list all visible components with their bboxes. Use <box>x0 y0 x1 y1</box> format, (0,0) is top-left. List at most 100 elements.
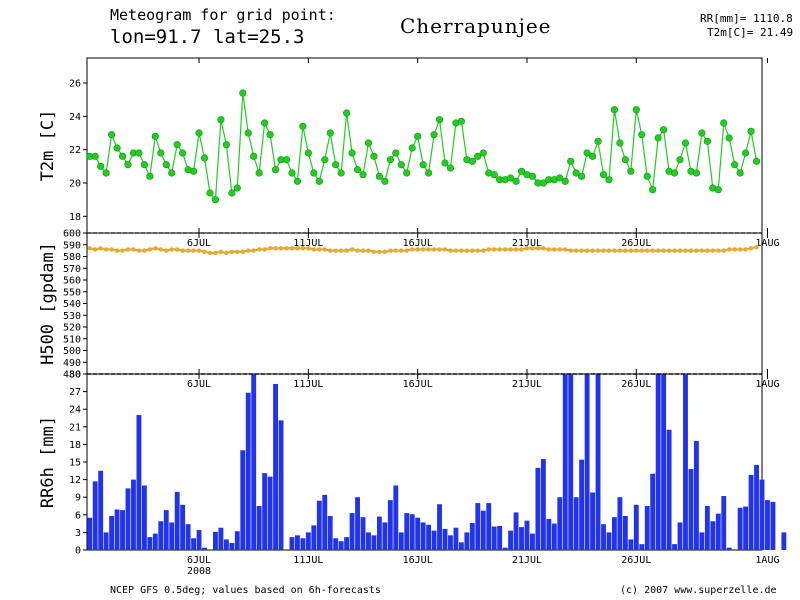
t2m-point <box>720 119 728 127</box>
rr6h-bar <box>169 522 175 550</box>
t2m-point <box>211 196 220 204</box>
x-tick-label: 1AUG <box>755 238 779 249</box>
rr6h-bar <box>196 530 202 550</box>
h500-point <box>442 247 448 252</box>
h500-point <box>645 248 650 253</box>
rr6h-bar <box>458 542 464 550</box>
rr6h-bar <box>683 374 688 550</box>
rr6h-bar <box>344 537 350 550</box>
x-tick-label: 16JUL <box>403 555 433 566</box>
h500-point <box>437 247 442 252</box>
t2m-point <box>692 169 701 177</box>
y-axis-label: RR6h [mm] <box>38 416 58 508</box>
t2m-point <box>179 149 187 157</box>
rr6h-bar <box>633 504 639 550</box>
h500-point <box>535 246 541 251</box>
h500-point <box>147 247 153 252</box>
rr6h-bar <box>584 374 590 550</box>
h500-point <box>688 248 694 253</box>
h500-point <box>486 247 491 252</box>
x-tick-label: 21JUL <box>512 238 542 249</box>
h500-point <box>595 248 601 253</box>
h500-point <box>131 247 136 252</box>
t2m-point <box>747 127 755 135</box>
rr6h-bar <box>448 535 453 550</box>
h500-point <box>705 248 710 253</box>
rr6h-bar <box>644 506 650 550</box>
y-tick-label: 520 <box>63 323 81 334</box>
h500-point <box>273 246 278 251</box>
h500-point <box>672 248 677 253</box>
h500-point <box>333 248 338 253</box>
y-tick-label: 21 <box>69 422 81 433</box>
t2m-point <box>97 162 105 170</box>
t2m-point <box>157 149 165 157</box>
y-tick-label: 18 <box>69 212 81 223</box>
h500-point <box>748 246 754 251</box>
rr6h-bar <box>180 504 186 550</box>
x-tick-label: 21JUL <box>512 379 542 390</box>
rr6h-bar <box>223 539 229 550</box>
h500-point <box>240 249 245 254</box>
h500-point <box>256 247 262 252</box>
t2m-point <box>599 171 608 179</box>
t2m-point <box>140 161 148 169</box>
h500-point <box>541 246 546 251</box>
rr6h-bar <box>508 530 514 550</box>
h500-point <box>142 248 147 253</box>
h500-point <box>743 247 748 252</box>
t2m-point <box>676 156 684 164</box>
h500-point <box>404 248 409 253</box>
h500-point <box>491 247 497 252</box>
rr6h-bar <box>464 532 470 550</box>
rr6h-bar <box>699 532 705 550</box>
rr6h-bar <box>109 515 115 550</box>
rr6h-bar <box>360 517 366 550</box>
t2m-point <box>162 161 170 169</box>
t2m-point <box>315 177 323 185</box>
rr6h-bar <box>409 514 415 550</box>
panel-frame-1 <box>86 57 763 234</box>
h500-point <box>502 247 508 252</box>
h500-point <box>377 249 382 254</box>
rr6h-bar <box>743 506 749 550</box>
rr6h-bar <box>540 459 546 550</box>
h500-point <box>399 248 404 253</box>
rr6h-bar <box>355 497 360 550</box>
t2m-point <box>752 157 761 165</box>
t2m-point <box>206 189 214 197</box>
y-tick-label: 24 <box>69 405 81 416</box>
t2m-point <box>113 144 121 152</box>
h500-point <box>410 247 415 252</box>
t2m-point <box>195 129 203 137</box>
t2m-point <box>304 149 312 157</box>
rr6h-bar <box>294 535 300 550</box>
h500-point <box>634 248 639 253</box>
t2m-point <box>457 117 465 125</box>
rr6h-bar <box>530 533 535 550</box>
rr6h-bar <box>442 528 448 550</box>
h500-point <box>612 248 617 253</box>
y-tick-label: 15 <box>69 458 81 469</box>
t2m-point <box>343 109 351 117</box>
t2m-point <box>282 156 291 164</box>
h500-point <box>246 248 251 253</box>
h500-point <box>328 248 333 253</box>
h500-point <box>552 247 557 252</box>
t2m-point <box>168 169 176 177</box>
x-tick-label: 16JUL <box>403 238 433 249</box>
rr6h-bar <box>546 518 552 550</box>
t2m-point <box>261 119 269 127</box>
t2m-point <box>124 161 132 169</box>
rr6h-bar <box>480 510 486 550</box>
rr6h-bar <box>185 524 191 550</box>
h500-point <box>508 247 513 252</box>
h500-point <box>530 246 535 251</box>
rr6h-bar <box>688 469 694 550</box>
rr6h-bar <box>672 544 677 550</box>
h500-point <box>666 248 672 253</box>
h500-point <box>590 248 595 253</box>
h500-point <box>420 247 426 252</box>
rr6h-bar <box>617 497 623 550</box>
